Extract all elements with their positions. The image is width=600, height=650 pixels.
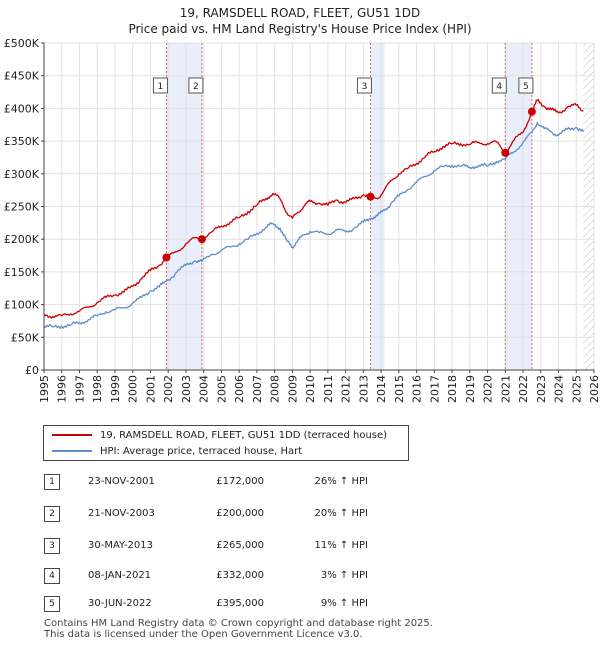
sale-hpi-diff: 3% ↑ HPI bbox=[320, 570, 368, 581]
table-row: 4 08-JAN-2021 £332,000 3% ↑ HPI bbox=[44, 568, 444, 586]
sale-label: 4 bbox=[496, 82, 502, 92]
sale-label-box bbox=[152, 77, 168, 94]
sale-label-box bbox=[188, 77, 204, 94]
x-tick-label: 2019 bbox=[464, 375, 477, 403]
legend-label-hpi: HPI: Average price, terraced house, Hart bbox=[100, 446, 303, 457]
x-tick-label: 2002 bbox=[162, 375, 175, 403]
x-tick-label: 2025 bbox=[570, 375, 583, 403]
sale-label-box bbox=[356, 77, 372, 94]
x-tick-label: 1995 bbox=[38, 375, 51, 403]
sale-label: 2 bbox=[193, 82, 199, 92]
x-tick-label: 2021 bbox=[499, 375, 512, 403]
sale-hpi-diff: 26% ↑ HPI bbox=[314, 476, 368, 487]
x-tick-label: 2007 bbox=[251, 375, 264, 403]
x-tick-label: 2022 bbox=[517, 375, 530, 403]
sale-label-box bbox=[491, 77, 507, 94]
x-tick-label: 1996 bbox=[56, 375, 69, 403]
y-tick-label: £100K bbox=[4, 299, 40, 312]
chart-subtitle: Price paid vs. HM Land Registry's House … bbox=[128, 22, 472, 36]
x-tick-label: 1997 bbox=[73, 375, 86, 403]
y-tick-label: £400K bbox=[4, 102, 40, 115]
sale-point bbox=[366, 192, 375, 201]
sale-number-badge: 1 bbox=[44, 474, 60, 490]
sale-hpi-diff: 9% ↑ HPI bbox=[320, 598, 368, 609]
y-tick-label: £450K bbox=[4, 70, 40, 83]
x-tick-label: 2011 bbox=[322, 375, 335, 403]
sale-point bbox=[162, 253, 171, 262]
y-tick-label: £350K bbox=[4, 135, 40, 148]
x-tick-label: 2016 bbox=[411, 375, 424, 403]
sale-label: 1 bbox=[158, 82, 164, 92]
x-tick-label: 2003 bbox=[180, 375, 193, 403]
sale-price: £265,000 bbox=[216, 540, 264, 551]
table-row: 3 30-MAY-2013 £265,000 11% ↑ HPI bbox=[44, 538, 444, 556]
sale-date: 21-NOV-2003 bbox=[88, 508, 155, 519]
sale-number-badge: 5 bbox=[44, 596, 60, 612]
sale-label: 3 bbox=[362, 82, 368, 92]
sale-point bbox=[197, 235, 206, 244]
footer: Contains HM Land Registry data © Crown c… bbox=[44, 618, 433, 640]
x-tick-label: 1998 bbox=[91, 375, 104, 403]
x-tick-label: 2020 bbox=[482, 375, 495, 403]
property-price-line bbox=[43, 99, 584, 319]
legend-label-property: 19, RAMSDELL ROAD, FLEET, GU51 1DD (terr… bbox=[100, 430, 388, 441]
x-tick-label: 2015 bbox=[393, 375, 406, 403]
x-tick-label: 2026 bbox=[588, 375, 600, 403]
table-row: 5 30-JUN-2022 £395,000 9% ↑ HPI bbox=[44, 596, 444, 614]
y-tick-label: £500K bbox=[4, 37, 40, 50]
x-tick-label: 2000 bbox=[127, 375, 140, 403]
sale-number-badge: 3 bbox=[44, 538, 60, 554]
sale-price: £172,000 bbox=[216, 476, 264, 487]
price-chart: 1 2 3 4 5 £0 £50K £100K £150K £200K £250K £300K £35… bbox=[4, 37, 600, 403]
y-tick-label: £250K bbox=[4, 201, 40, 214]
y-tick-label: £150K bbox=[4, 266, 40, 279]
hpi-line bbox=[43, 122, 584, 329]
legend: 19, RAMSDELL ROAD, FLEET, GU51 1DD (terr… bbox=[43, 425, 409, 461]
x-tick-label: 2017 bbox=[428, 375, 441, 403]
sale-price: £200,000 bbox=[216, 508, 264, 519]
sale-hpi-diff: 11% ↑ HPI bbox=[314, 540, 368, 551]
sale-label: 5 bbox=[523, 82, 529, 92]
table-row: 2 21-NOV-2003 £200,000 20% ↑ HPI bbox=[44, 506, 444, 524]
x-tick-label: 2004 bbox=[198, 375, 211, 403]
y-tick-label: £50K bbox=[11, 331, 40, 344]
legend-swatch-hpi bbox=[52, 450, 92, 452]
x-tick-label: 2010 bbox=[304, 375, 317, 403]
y-tick-label: £300K bbox=[4, 168, 40, 181]
x-tick-label: 2013 bbox=[357, 375, 370, 403]
chart-title: 19, RAMSDELL ROAD, FLEET, GU51 1DD bbox=[179, 6, 421, 20]
x-tick-label: 2001 bbox=[144, 375, 157, 403]
x-tick-label: 2023 bbox=[535, 375, 548, 403]
sale-date: 30-JUN-2022 bbox=[88, 598, 152, 609]
sale-price: £395,000 bbox=[216, 598, 264, 609]
x-tick-label: 1999 bbox=[109, 375, 122, 403]
x-tick-label: 2012 bbox=[340, 375, 353, 403]
legend-item-property: 19, RAMSDELL ROAD, FLEET, GU51 1DD (terr… bbox=[52, 429, 387, 443]
x-tick-label: 2018 bbox=[446, 375, 459, 403]
legend-swatch-property bbox=[52, 434, 92, 436]
y-tick-label: £200K bbox=[4, 233, 40, 246]
sale-number-badge: 4 bbox=[44, 568, 60, 584]
y-tick-label: £0 bbox=[25, 364, 39, 377]
x-tick-label: 2009 bbox=[286, 375, 299, 403]
footer-license: This data is licensed under the Open Gov… bbox=[44, 629, 363, 640]
footer-copyright: Contains HM Land Registry data © Crown c… bbox=[44, 618, 433, 629]
sale-date: 30-MAY-2013 bbox=[88, 540, 154, 551]
x-tick-label: 2005 bbox=[215, 375, 228, 403]
sale-hpi-diff: 20% ↑ HPI bbox=[314, 508, 368, 519]
sale-number-badge: 2 bbox=[44, 506, 60, 522]
legend-item-hpi: HPI: Average price, terraced house, Hart bbox=[52, 445, 302, 459]
sale-label-box bbox=[518, 77, 534, 94]
x-tick-label: 2024 bbox=[553, 375, 566, 403]
sale-date: 08-JAN-2021 bbox=[88, 570, 152, 581]
sale-point bbox=[527, 107, 536, 116]
x-tick-label: 2008 bbox=[269, 375, 282, 403]
table-row: 1 23-NOV-2001 £172,000 26% ↑ HPI bbox=[44, 474, 444, 492]
sale-point bbox=[501, 148, 510, 157]
x-tick-label: 2014 bbox=[375, 375, 388, 403]
sale-date: 23-NOV-2001 bbox=[88, 476, 155, 487]
sale-price: £332,000 bbox=[216, 570, 264, 581]
x-tick-label: 2006 bbox=[233, 375, 246, 403]
